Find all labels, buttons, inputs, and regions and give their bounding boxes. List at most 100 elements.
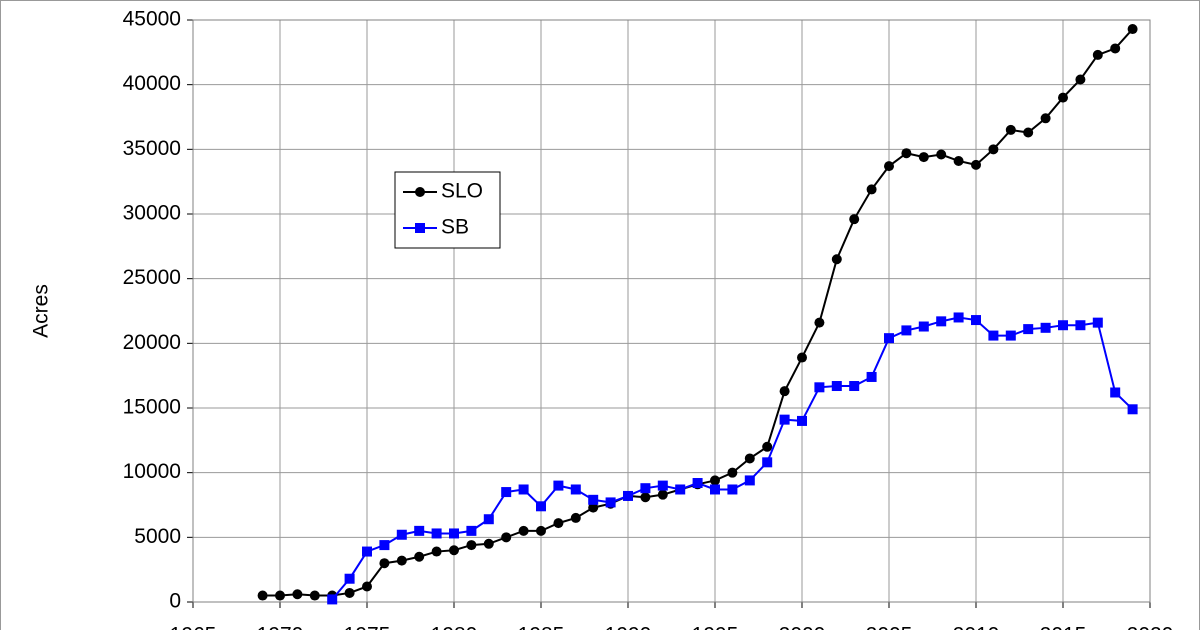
marker — [710, 475, 720, 486]
x-tick-label: 2000 — [779, 624, 826, 630]
x-tick-label: 2015 — [1040, 624, 1087, 630]
marker — [657, 489, 668, 500]
marker — [849, 214, 860, 225]
marker — [483, 538, 494, 549]
marker — [292, 589, 303, 600]
marker — [831, 254, 842, 265]
marker — [536, 525, 546, 536]
legend-marker — [415, 223, 425, 233]
legend-label: SB — [441, 216, 469, 239]
y-tick-label: 10000 — [123, 460, 181, 483]
marker — [988, 144, 999, 155]
marker — [884, 161, 894, 172]
series-line — [331, 316, 1134, 601]
marker — [936, 316, 947, 327]
x-tick-label: 1970 — [257, 624, 304, 630]
y-tick-label: 45000 — [123, 8, 181, 31]
y-tick-label: 40000 — [123, 72, 181, 95]
x-tick-label: 1975 — [344, 624, 391, 630]
marker — [257, 590, 268, 601]
marker — [396, 529, 407, 540]
marker — [779, 386, 790, 397]
x-tick-label: 2010 — [953, 624, 1000, 630]
marker — [431, 546, 442, 557]
marker — [797, 415, 807, 426]
marker — [901, 325, 912, 336]
y-axis-label: Acres — [30, 284, 53, 338]
legend-marker — [415, 187, 425, 197]
x-tick-label: 1990 — [605, 624, 652, 630]
y-tick-label: 15000 — [123, 396, 181, 419]
marker — [953, 312, 964, 323]
marker — [1075, 320, 1086, 331]
marker — [814, 317, 825, 328]
y-tick-label: 5000 — [134, 525, 181, 548]
y-tick-label: 20000 — [123, 331, 181, 354]
marker — [640, 483, 651, 494]
marker — [414, 551, 425, 562]
marker — [344, 573, 355, 584]
legend-box — [394, 171, 501, 249]
marker — [692, 478, 703, 489]
marker — [640, 492, 651, 503]
y-tick-label: 25000 — [123, 266, 181, 289]
marker — [1023, 127, 1034, 138]
marker — [466, 525, 477, 536]
marker — [570, 484, 581, 495]
marker — [675, 484, 686, 495]
marker — [1023, 324, 1034, 335]
marker — [901, 148, 912, 159]
marker — [1058, 92, 1068, 103]
marker — [588, 502, 599, 513]
marker — [866, 371, 877, 382]
marker — [536, 501, 546, 512]
marker — [866, 184, 877, 195]
marker — [1075, 74, 1086, 85]
x-tick-label: 1995 — [692, 624, 739, 630]
marker — [605, 497, 616, 508]
marker — [396, 555, 407, 566]
marker — [831, 381, 842, 392]
marker — [1040, 322, 1051, 333]
marker — [657, 480, 668, 491]
marker — [779, 414, 790, 425]
marker — [849, 381, 860, 392]
marker — [953, 155, 964, 166]
marker — [1127, 24, 1138, 35]
marker — [762, 457, 773, 468]
x-tick-label: 2020 — [1127, 624, 1174, 630]
marker — [797, 352, 807, 363]
marker — [971, 159, 981, 170]
marker — [344, 587, 355, 598]
marker — [501, 487, 512, 498]
marker — [483, 514, 494, 525]
marker — [762, 441, 773, 452]
marker — [275, 590, 285, 601]
legend-label: SLO — [441, 180, 483, 203]
marker — [518, 484, 529, 495]
marker — [570, 512, 581, 523]
legend: SLO SB — [394, 171, 501, 249]
marker — [518, 525, 529, 536]
marker — [623, 490, 633, 501]
marker — [362, 546, 372, 557]
marker — [309, 590, 320, 601]
marker — [553, 518, 564, 529]
marker — [918, 321, 929, 332]
y-tick-label: 0 — [169, 590, 181, 613]
y-tick-label: 35000 — [123, 137, 181, 160]
marker — [814, 382, 825, 393]
marker — [1005, 330, 1016, 341]
marker — [1005, 124, 1016, 135]
marker — [710, 484, 720, 495]
marker — [727, 467, 738, 478]
marker — [588, 494, 599, 505]
marker — [414, 525, 425, 536]
marker — [727, 484, 738, 495]
plot-frame — [192, 19, 1151, 603]
marker — [1092, 317, 1103, 328]
marker — [988, 330, 999, 341]
marker — [744, 453, 755, 464]
marker — [501, 532, 512, 543]
